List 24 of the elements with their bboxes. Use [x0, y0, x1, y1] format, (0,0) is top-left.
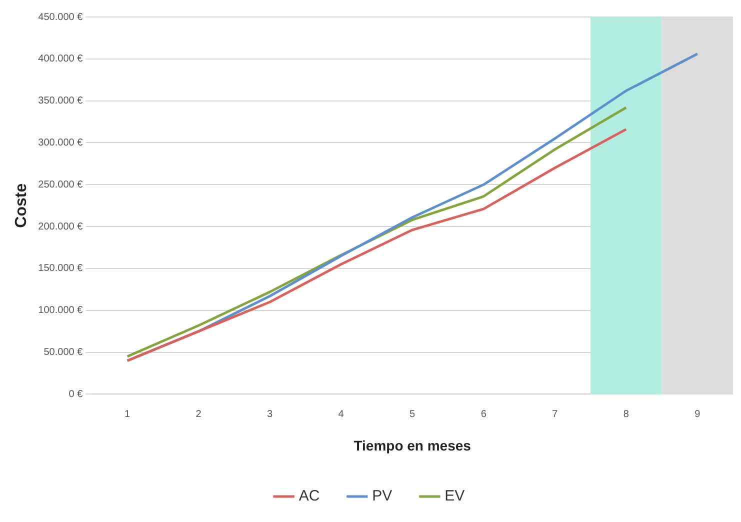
y-tick-label: 0 € — [68, 388, 84, 400]
x-tick-label: 2 — [196, 408, 202, 420]
x-tick-label: 1 — [124, 408, 131, 420]
y-tick-label: 300.000 € — [38, 137, 84, 148]
y-tick-label: 400.000 € — [38, 54, 84, 65]
legend-label: AC — [298, 488, 320, 505]
y-tick-label: 350.000 € — [38, 96, 84, 107]
x-tick-label: 5 — [410, 408, 416, 420]
x-tick-label: 4 — [338, 408, 344, 420]
y-tick-label: 200.000 € — [38, 221, 84, 232]
y-tick-label: 50.000 € — [44, 347, 84, 358]
x-tick-label: 7 — [552, 408, 558, 420]
x-tick-label: 6 — [480, 408, 487, 420]
legend-label: EV — [444, 488, 465, 505]
legend-label: PV — [372, 488, 392, 505]
x-tick-label: 9 — [694, 408, 701, 420]
y-tick-label: 100.000 € — [38, 305, 84, 316]
y-tick-label: 250.000 € — [38, 179, 84, 190]
x-axis-title: Tiempo en meses — [354, 437, 472, 454]
x-tick-label: 3 — [267, 408, 274, 420]
y-tick-label: 450.000 € — [38, 12, 84, 23]
y-axis-title: Coste — [13, 183, 30, 228]
x-tick-label: 8 — [623, 408, 630, 420]
y-tick-label: 150.000 € — [38, 263, 84, 274]
